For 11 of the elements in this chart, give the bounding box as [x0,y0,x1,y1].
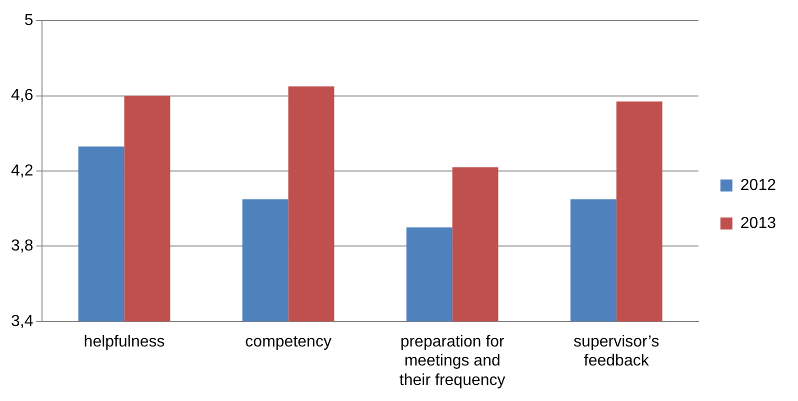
legend-label: 2012 [740,176,776,194]
y-tick-label: 4,2 [10,162,34,180]
x-tick-label: competency [245,333,332,350]
y-tick-label: 5 [24,12,34,30]
y-tick-label: 4,6 [10,87,34,104]
y-tick-label: 3,8 [10,238,34,255]
x-tick-label: supervisor’s feedback [574,333,660,370]
y-tick-label: 3,4 [10,312,34,330]
x-tick-label: helpfulness [84,333,165,350]
x-tick-label: preparation for meetings and their frequency [399,333,506,389]
legend-label: 2013 [740,214,776,232]
